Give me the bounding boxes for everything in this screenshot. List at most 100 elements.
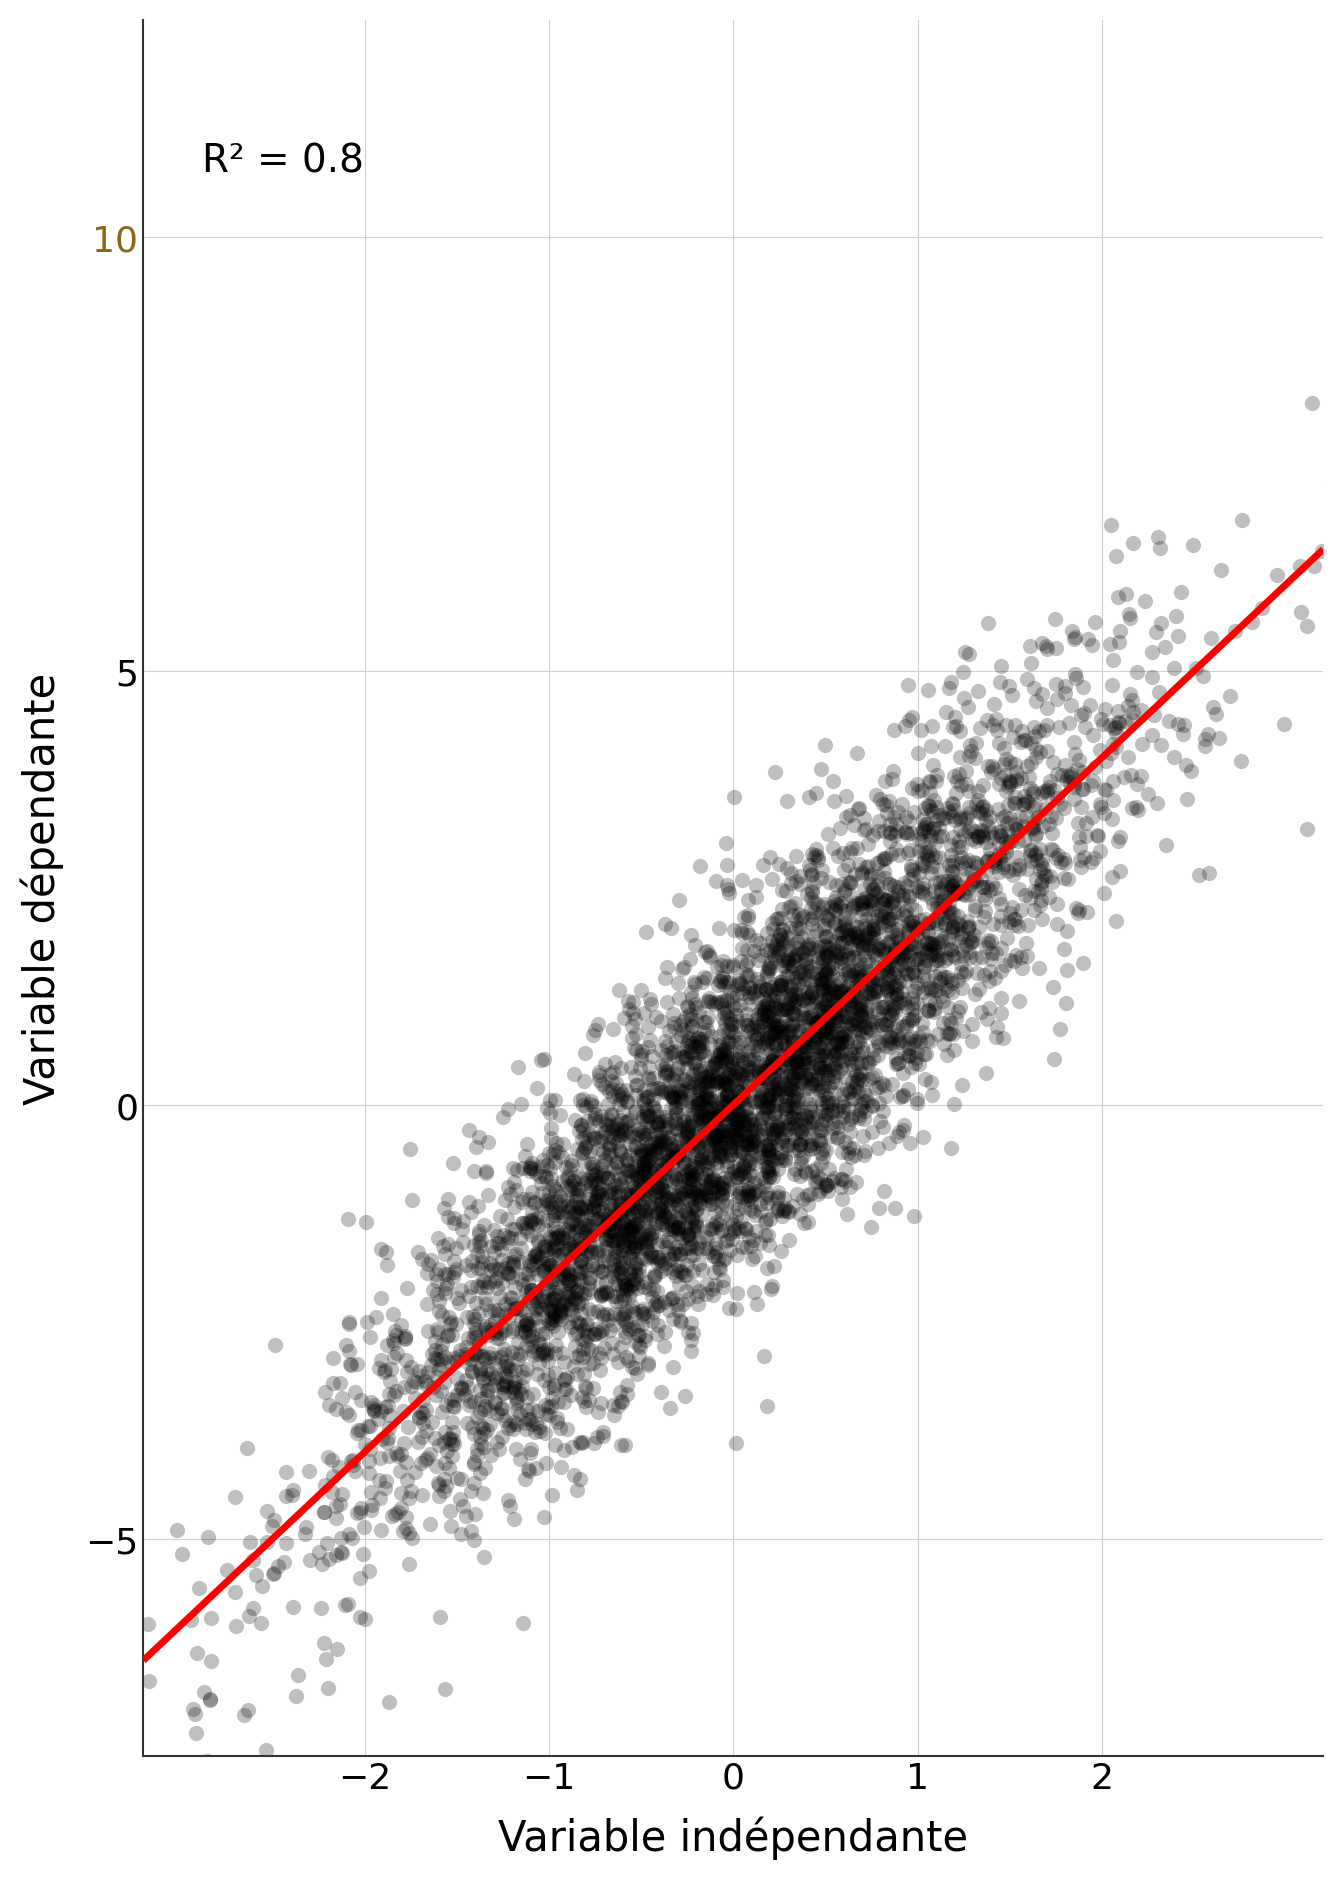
Point [949,716,970,746]
Point [788,1136,809,1166]
Point [700,1068,722,1098]
Point [427,1431,449,1461]
Point [431,1397,453,1427]
Point [620,1243,641,1273]
Point [607,1152,629,1183]
Point [687,1047,708,1077]
Point [824,934,845,964]
Point [943,1089,965,1119]
Point [789,1030,810,1060]
Point [719,1235,741,1265]
Point [902,861,923,891]
Point [1093,709,1114,739]
Point [645,1173,667,1203]
Point [672,1162,694,1192]
Point [716,951,738,981]
Point [949,827,970,857]
Point [840,1077,862,1107]
Point [543,1305,564,1335]
Point [794,1085,816,1115]
Point [754,996,775,1026]
Point [617,1220,638,1250]
Point [771,1025,793,1055]
Point [1050,1015,1071,1045]
Point [638,1152,660,1183]
Point [513,1465,535,1495]
Point [910,906,931,936]
Point [984,852,1005,882]
Point [650,1075,672,1105]
Point [980,927,1001,957]
Point [684,1073,706,1104]
Point [911,827,933,857]
Point [687,1181,708,1211]
Point [950,771,972,801]
Point [646,1320,668,1350]
Point [1004,788,1025,818]
Point [657,1060,679,1090]
Point [950,949,972,979]
Point [1090,705,1111,735]
Point [501,1214,523,1245]
Point [793,1032,814,1062]
Point [817,904,839,934]
Point [753,1028,774,1058]
Point [719,1136,741,1166]
Point [667,1198,688,1228]
Point [1060,761,1082,791]
Point [746,983,767,1013]
Point [793,1032,814,1062]
Point [687,1233,708,1263]
Point [875,863,896,893]
Point [621,1053,642,1083]
Point [742,1011,763,1042]
Point [1050,848,1071,878]
Point [867,944,888,974]
Point [683,966,704,996]
Point [376,1250,398,1280]
Point [793,938,814,968]
Point [738,1184,759,1214]
Point [1114,763,1136,793]
Point [538,1361,559,1391]
Point [1128,795,1149,825]
Point [417,1444,438,1474]
Point [757,953,778,983]
Point [870,901,891,931]
Point [699,1083,720,1113]
Point [939,934,961,964]
Point [612,1387,633,1418]
Point [343,1446,364,1476]
Point [1020,846,1042,876]
Point [802,1026,824,1057]
Point [724,1190,746,1220]
Point [1034,714,1055,744]
Point [831,919,852,949]
Point [839,989,860,1019]
Point [633,1120,655,1151]
Point [734,1117,755,1147]
Point [526,1303,547,1333]
Point [1095,775,1117,805]
Point [679,1000,700,1030]
Point [536,1339,558,1369]
Point [640,1025,661,1055]
Point [547,1137,569,1167]
Point [927,946,949,976]
Point [757,989,778,1019]
Point [848,917,870,948]
Point [777,1115,798,1145]
Point [841,925,863,955]
Point [938,895,960,925]
Point [914,838,935,869]
Point [616,1075,637,1105]
Point [538,1252,559,1282]
Point [589,1355,610,1386]
Point [896,959,918,989]
Point [473,1211,495,1241]
Point [1073,758,1094,788]
Point [720,1115,742,1145]
Point [753,1096,774,1126]
Point [378,1391,399,1421]
Point [661,1134,683,1164]
